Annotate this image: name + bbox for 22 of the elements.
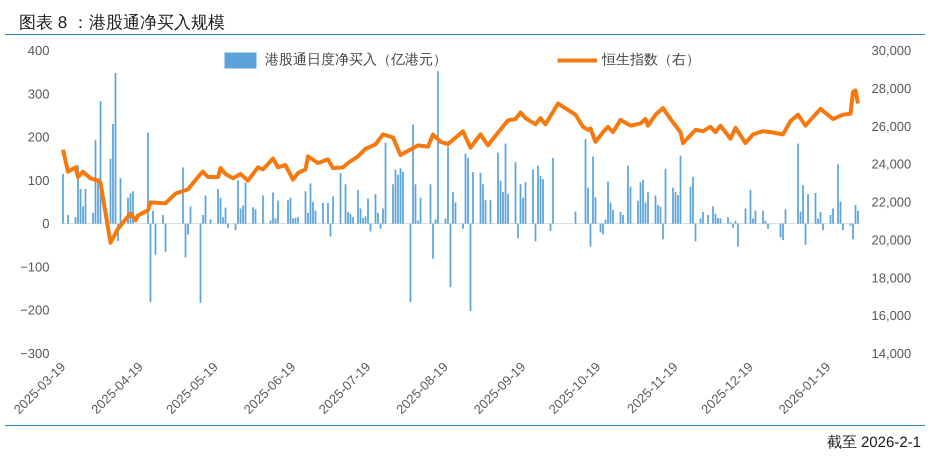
legend-label: 港股通日度净买入（亿港元） bbox=[265, 51, 447, 69]
y2-tick-label: 18,000 bbox=[872, 270, 912, 286]
y2-tick-label: 14,000 bbox=[872, 346, 912, 361]
y-tick-label: 0 bbox=[42, 216, 50, 232]
y2-tick-label: 24,000 bbox=[872, 156, 912, 172]
y2-tick-label: 22,000 bbox=[872, 194, 912, 210]
y-tick-label: 300 bbox=[28, 86, 50, 102]
y-tick-label: −300 bbox=[20, 346, 50, 361]
y-tick-label: 100 bbox=[28, 172, 50, 188]
y2-tick-label: 16,000 bbox=[872, 308, 912, 324]
y-tick-label: 200 bbox=[28, 130, 50, 145]
y2-tick-label: 30,000 bbox=[872, 43, 912, 58]
text: 截至 2026-2-1 bbox=[826, 433, 921, 453]
y-tick-label: −200 bbox=[20, 302, 50, 318]
line-series bbox=[61, 88, 860, 245]
chart-title: 图表 8 ：港股通净买入规模 bbox=[19, 12, 225, 34]
y-tick-label: 400 bbox=[28, 43, 50, 58]
y2-tick-label: 20,000 bbox=[872, 232, 912, 248]
y-tick-label: −100 bbox=[20, 259, 50, 274]
y2-tick-label: 26,000 bbox=[872, 118, 912, 134]
legend-label: 恒生指数（右） bbox=[602, 51, 700, 69]
y2-tick-label: 28,000 bbox=[872, 80, 912, 96]
